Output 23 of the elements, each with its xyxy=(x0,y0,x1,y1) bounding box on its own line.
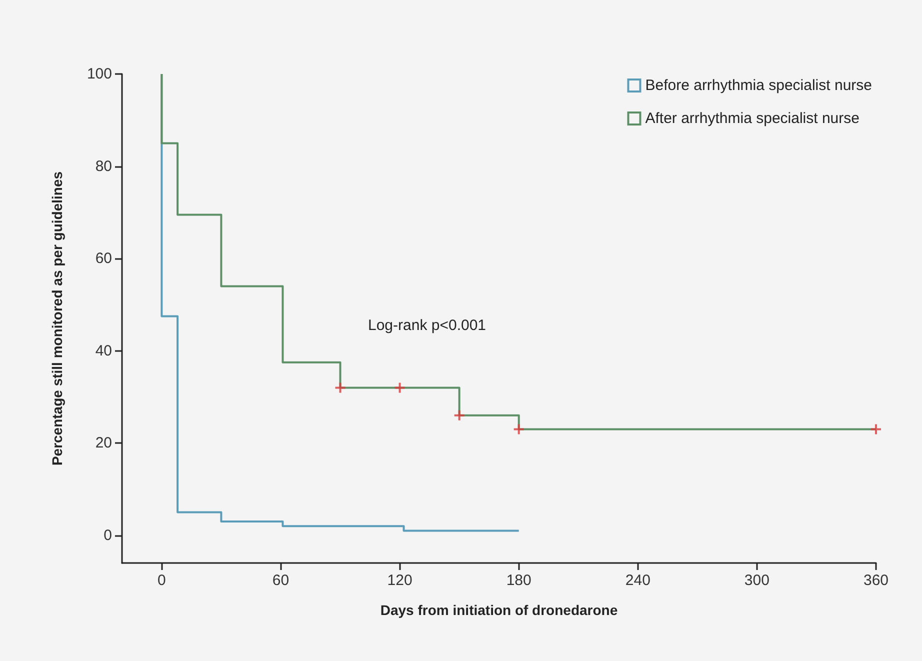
x-tick-label: 360 xyxy=(863,572,889,589)
y-tick-label: 60 xyxy=(95,250,112,268)
point xyxy=(334,382,346,394)
legend-label: After arrhythmia specialist nurse xyxy=(645,110,860,127)
y-tick-label: 100 xyxy=(86,66,112,82)
y-tick-label: 80 xyxy=(95,158,112,175)
legend-label: Before arrhythmia specialist nurse xyxy=(645,77,872,94)
x-tick-label: 180 xyxy=(506,572,532,589)
point xyxy=(453,409,466,422)
x-tick-label: 120 xyxy=(387,572,412,589)
y-tick-label: 20 xyxy=(95,434,112,452)
point xyxy=(512,423,525,436)
y-tick-label: 40 xyxy=(95,342,112,360)
y-tick-label: 0 xyxy=(104,526,112,544)
x-tick-label: 240 xyxy=(625,572,650,589)
x-tick-label: 60 xyxy=(272,572,290,589)
annotation: Log-rank p<0.001 xyxy=(368,317,486,334)
point xyxy=(394,382,406,394)
point xyxy=(870,423,882,436)
x-axis-title: Days from initiation of dronedarone xyxy=(380,602,618,618)
x-tick-label: 300 xyxy=(744,572,770,589)
x-tick-label: 0 xyxy=(158,572,166,589)
y-axis-title: Percentage still monitored as per guidelines xyxy=(49,171,65,466)
